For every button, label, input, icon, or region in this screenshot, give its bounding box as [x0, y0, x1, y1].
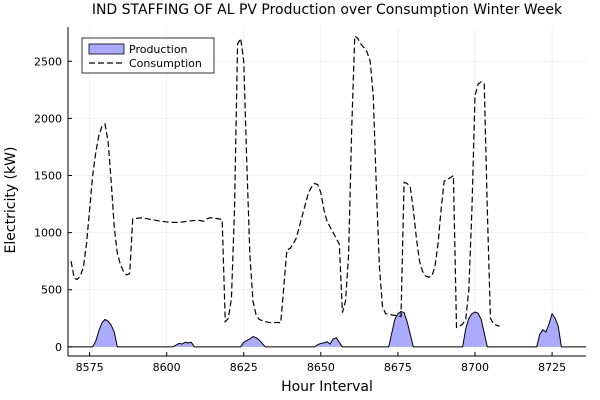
y-tick-label: 0 [55, 341, 62, 354]
legend-swatch-production [88, 43, 125, 55]
production-areas [68, 310, 586, 348]
x-axis-label: Hour Interval [281, 379, 373, 395]
legend-label-consumption: Consumption [129, 57, 202, 70]
y-axis-label: Electricity (kW) [3, 147, 19, 254]
consumption-line [70, 34, 500, 329]
y-tick-label: 1000 [34, 227, 62, 240]
x-tick-label: 8650 [307, 361, 335, 374]
x-axis-ticks: 8575 8600 8625 8650 8675 8700 8725 [76, 352, 566, 374]
x-tick-label: 8675 [384, 361, 412, 374]
x-tick-label: 8600 [153, 361, 181, 374]
y-tick-label: 2500 [34, 55, 62, 68]
legend-label-production: Production [129, 43, 188, 56]
y-tick-label: 2000 [34, 112, 62, 125]
x-tick-label: 8725 [538, 361, 566, 374]
x-tick-label: 8700 [461, 361, 489, 374]
x-tick-label: 8625 [230, 361, 258, 374]
production-line [68, 310, 586, 348]
y-tick-label: 500 [41, 284, 62, 297]
x-tick-label: 8575 [76, 361, 104, 374]
consumption-path [70, 34, 500, 329]
y-axis-ticks: 0 500 1000 1500 2000 2500 [34, 55, 72, 354]
y-tick-label: 1500 [34, 170, 62, 183]
chart-title: IND STAFFING OF AL PV Production over Co… [92, 2, 563, 18]
production-area-fill [68, 311, 586, 347]
plot-frame [67, 27, 586, 357]
